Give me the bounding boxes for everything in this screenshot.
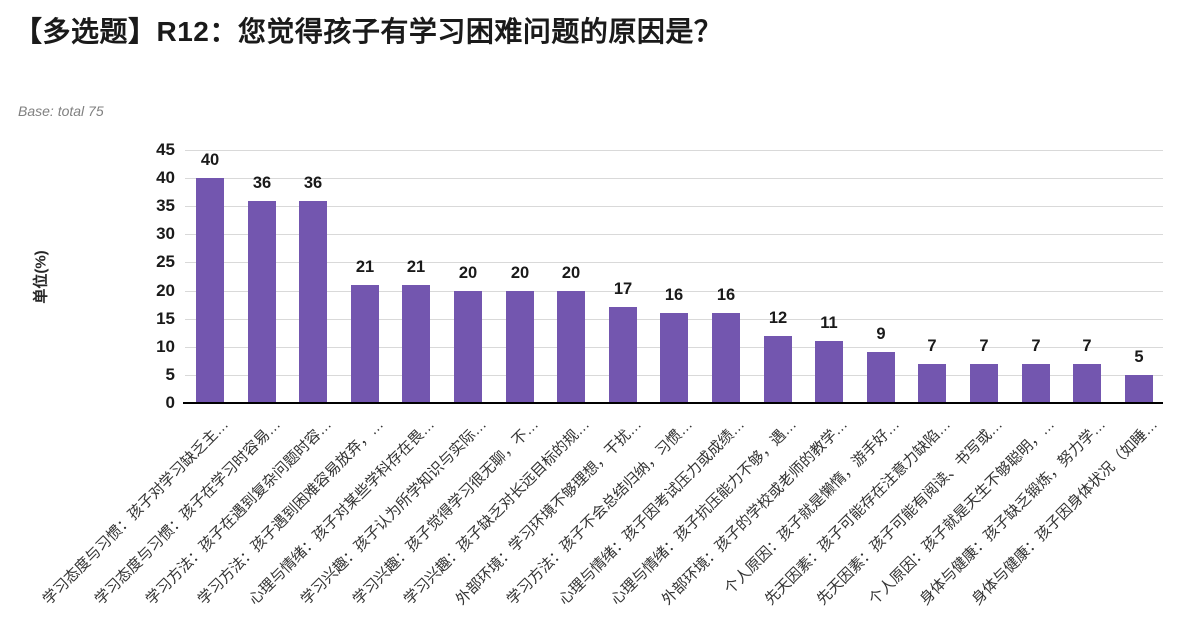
x-axis-line: [183, 402, 1163, 404]
y-tick-label: 25: [156, 252, 175, 271]
bar-value-label: 36: [252, 174, 272, 192]
bar: [454, 291, 482, 403]
bar-value-label: 16: [716, 286, 736, 304]
y-tick-label: 30: [156, 224, 175, 243]
gridline: [185, 178, 1163, 179]
category-label: 学习方法：孩子遇到困难容易放弃，…: [194, 416, 387, 609]
category-label: 外部环境：学习环境不够理想，干扰…: [452, 416, 645, 609]
page-title: 【多选题】R12：您觉得孩子有学习困难问题的原因是？: [14, 16, 723, 47]
bar-value-label: 20: [458, 264, 478, 282]
bar: [764, 336, 792, 403]
bar: [351, 285, 379, 403]
bar-value-label: 9: [876, 325, 886, 343]
category-label: 先天因素：孩子可能有阅读、书写或…: [813, 416, 1007, 609]
bar-value-label: 21: [406, 258, 426, 276]
bar-value-label: 7: [979, 337, 989, 355]
category-label: 心理与情绪：孩子抗压能力不够，遇…: [607, 416, 800, 609]
bar: [196, 178, 224, 403]
y-tick-label: 0: [165, 393, 175, 412]
category-label: 个人原因：孩子就是天生不够聪明，…: [865, 416, 1058, 609]
bar-value-label: 7: [927, 337, 937, 355]
bar: [1022, 364, 1050, 403]
bar-value-label: 40: [200, 151, 220, 169]
category-label: 学习态度与习惯：孩子对学习缺乏主…: [39, 416, 233, 609]
category-label: 学习方法：孩子不会总结归纳，习惯…: [504, 416, 697, 609]
bar: [402, 285, 430, 403]
bar: [867, 352, 895, 403]
y-tick-label: 5: [165, 365, 175, 384]
gridline: [185, 234, 1163, 235]
bar-value-label: 7: [1082, 337, 1092, 355]
bar: [248, 201, 276, 403]
y-tick-label: 45: [156, 140, 175, 159]
bar: [299, 201, 327, 403]
bar-value-label: 11: [820, 314, 838, 332]
category-label: 学习兴趣：孩子认为所学知识与实际…: [297, 416, 491, 609]
category-label: 学习态度与习惯：孩子在学习时容易…: [91, 416, 284, 609]
category-label: 心理与情绪：孩子对某些学科存在畏…: [246, 416, 439, 609]
gridline: [185, 262, 1163, 263]
bar: [918, 364, 946, 403]
bar-value-label: 16: [664, 286, 684, 304]
y-tick-label: 40: [156, 168, 175, 187]
bar: [815, 341, 843, 403]
bar-value-label: 12: [768, 309, 788, 327]
bar-value-label: 20: [510, 264, 530, 282]
category-label: 身体与健康：孩子因身体状况（如睡…: [968, 416, 1161, 609]
y-tick-label: 35: [156, 196, 175, 215]
bar: [1125, 375, 1153, 403]
bar-value-label: 36: [303, 174, 323, 192]
bar-value-label: 21: [355, 258, 375, 276]
gridline: [185, 206, 1163, 207]
bar: [1073, 364, 1101, 403]
category-label: 学习兴趣：孩子缺乏对长远目标的规…: [400, 416, 594, 609]
gridline: [185, 150, 1163, 151]
category-label: 心理与情绪：孩子因考试压力或成绩…: [555, 416, 749, 609]
base-note: Base: total 75: [18, 103, 104, 119]
bar: [660, 313, 688, 403]
category-label: 学习方法：孩子在遇到复杂问题时容…: [142, 416, 336, 609]
bar-value-label: 17: [613, 280, 633, 298]
category-label: 外部环境：孩子的学校或老师的教学…: [658, 416, 852, 609]
bar: [609, 307, 637, 403]
y-tick-label: 10: [156, 337, 175, 356]
bar-value-label: 5: [1134, 348, 1144, 366]
bar-value-label: 20: [561, 264, 581, 282]
bar: [712, 313, 740, 403]
bar-value-label: 7: [1031, 337, 1041, 355]
category-label: 学习兴趣：孩子觉得学习很无聊，不…: [349, 416, 542, 609]
gridline: [185, 291, 1163, 292]
y-tick-label: 15: [156, 309, 175, 328]
category-label: 先天因素：孩子可能存在注意力缺陷…: [762, 416, 955, 609]
bar: [506, 291, 534, 403]
category-label: 身体与健康：孩子缺乏锻炼，努力学…: [916, 416, 1110, 609]
bar: [970, 364, 998, 403]
y-tick-label: 20: [156, 281, 175, 300]
bar: [557, 291, 585, 403]
